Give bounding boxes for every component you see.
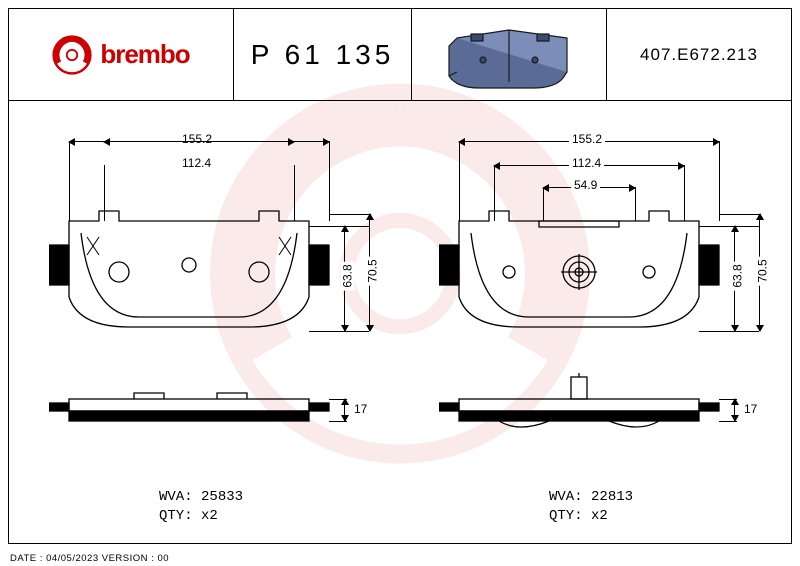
dim-width-outer: 155.2 [179, 132, 215, 146]
part-number: P 61 135 [251, 39, 395, 71]
drawing-sheet: brembo P 61 135 407.E672.213 [8, 8, 792, 544]
dim-width-tab: 54.9 [571, 178, 600, 192]
left-pad-specs: WVA: 25833 QTY: x2 [159, 488, 243, 527]
dim-width-inner: 112.4 [179, 156, 214, 170]
dim-width-outer-r: 155.2 [569, 132, 605, 146]
dim-width-inner-r: 112.4 [569, 156, 604, 170]
dim-thickness: 17 [351, 402, 370, 416]
dim-height-inner-r: 63.8 [731, 261, 745, 290]
part-number-cell: P 61 135 [234, 9, 412, 100]
date-value: 04/05/2023 [46, 553, 99, 564]
code-cell: 407.E672.213 [607, 9, 791, 100]
wva-value-right: 22813 [591, 489, 633, 505]
left-pad-side-view [49, 381, 369, 441]
logo-cell: brembo [9, 9, 234, 100]
product-code: 407.E672.213 [640, 45, 758, 65]
wva-label-r: WVA: [549, 489, 591, 505]
qty-value-right: x2 [591, 508, 608, 524]
right-pad-specs: WVA: 22813 QTY: x2 [549, 488, 633, 527]
qty-label: QTY: [159, 508, 201, 524]
qty-label-r: QTY: [549, 508, 591, 524]
product-image-cell [412, 9, 607, 100]
right-pad-side-view [439, 373, 759, 443]
header-row: brembo P 61 135 407.E672.213 [9, 9, 791, 101]
brembo-logo-icon [52, 35, 92, 75]
dim-height-outer: 70.5 [366, 256, 380, 285]
wva-label: WVA: [159, 489, 201, 505]
qty-value-left: x2 [201, 508, 218, 524]
dim-thickness-r: 17 [741, 402, 760, 416]
dim-height-outer-r: 70.5 [756, 256, 770, 285]
left-pad-front-view [49, 197, 369, 347]
brake-pad-3d-icon [439, 20, 579, 90]
brand-name: brembo [100, 39, 189, 70]
date-version-footer: DATE : 04/05/2023 VERSION : 00 [10, 553, 169, 564]
wva-value-left: 25833 [201, 489, 243, 505]
version-value: 00 [157, 553, 169, 564]
drawing-area: 155.2 112.4 [9, 101, 791, 543]
right-pad-front-view [439, 197, 759, 347]
dim-height-inner: 63.8 [341, 261, 355, 290]
